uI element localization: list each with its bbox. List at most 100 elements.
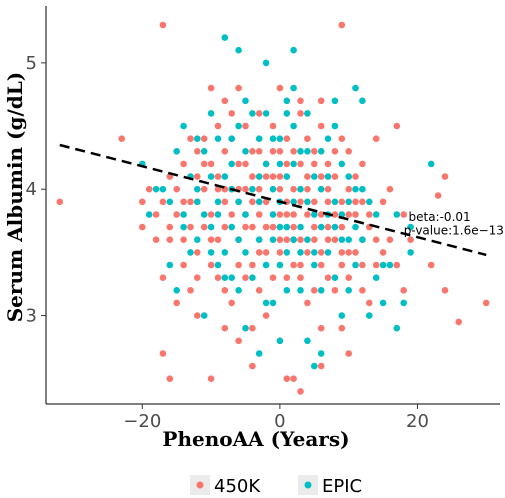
point-450k-144	[304, 249, 311, 256]
point-epic-40	[255, 236, 263, 243]
point-450k-129	[311, 148, 318, 155]
point-epic-94	[276, 223, 284, 231]
point-450k-32	[359, 287, 366, 294]
legend-key-dot	[196, 481, 204, 489]
point-450k-26	[297, 97, 304, 105]
x-tick-label-0: −20	[123, 411, 161, 432]
point-epic-38	[324, 249, 332, 256]
point-450k-111	[194, 173, 201, 180]
point-450k-160	[297, 236, 304, 243]
point-epic-109	[379, 261, 387, 269]
point-450k-15	[434, 192, 442, 199]
point-epic-128	[207, 110, 215, 117]
point-450k-141	[187, 135, 194, 142]
point-450k-56	[276, 249, 284, 256]
point-epic-99	[200, 211, 208, 218]
point-450k-79	[290, 185, 297, 193]
legend-key-dot	[304, 481, 312, 489]
point-450k-50	[352, 173, 359, 180]
point-epic-139	[352, 223, 359, 231]
point-450k-139	[317, 249, 325, 256]
point-epic-2	[290, 46, 297, 54]
point-450k-9	[297, 388, 304, 395]
point-450k-58	[317, 261, 325, 269]
point-450k-107	[228, 211, 235, 218]
point-450k-2	[56, 198, 64, 206]
point-450k-193	[249, 324, 256, 332]
y-axis-title: Serum Albumin (g/dL)	[3, 72, 27, 323]
y-tick-label-1: 4	[26, 179, 37, 200]
point-450k-25	[235, 84, 242, 92]
point-450k-171	[290, 261, 297, 269]
point-epic-59	[304, 198, 311, 206]
point-epic-92	[187, 249, 194, 256]
point-450k-94	[207, 261, 215, 269]
point-450k-72	[276, 211, 284, 218]
point-epic-91	[297, 148, 304, 155]
point-450k-187	[400, 211, 408, 218]
point-450k-39	[262, 312, 270, 319]
point-epic-70	[207, 173, 215, 180]
point-epic-48	[290, 122, 297, 130]
point-450k-112	[283, 274, 291, 282]
point-epic-32	[228, 160, 235, 168]
point-450k-21	[194, 312, 201, 319]
point-450k-181	[324, 223, 332, 231]
point-epic-96	[345, 287, 353, 294]
point-450k-14	[441, 173, 449, 180]
point-epic-108	[166, 198, 174, 206]
point-450k-196	[366, 299, 373, 307]
point-450k-154	[324, 160, 332, 168]
point-epic-95	[262, 110, 270, 117]
point-epic-62	[228, 223, 235, 231]
point-epic-18	[276, 337, 284, 345]
point-450k-84	[221, 198, 229, 206]
point-450k-76	[228, 299, 235, 307]
point-450k-174	[242, 160, 249, 168]
point-450k-83	[297, 261, 304, 269]
point-epic-69	[297, 249, 304, 256]
point-450k-158	[352, 198, 359, 206]
point-450k-0	[159, 21, 167, 29]
point-450k-40	[304, 299, 311, 307]
point-450k-98	[359, 160, 366, 168]
y-tick-label-0: 3	[26, 306, 37, 327]
point-epic-131	[283, 110, 291, 117]
point-epic-36	[297, 223, 304, 231]
point-450k-131	[214, 274, 222, 282]
point-epic-49	[200, 148, 208, 155]
point-450k-55	[200, 185, 208, 193]
point-epic-16	[338, 312, 346, 319]
point-450k-11	[345, 350, 353, 357]
point-450k-7	[249, 362, 256, 370]
point-epic-118	[324, 173, 332, 180]
point-450k-101	[214, 173, 222, 180]
point-450k-189	[393, 261, 401, 269]
point-450k-197	[187, 287, 194, 294]
point-epic-133	[173, 287, 180, 294]
point-epic-1	[262, 59, 270, 67]
point-450k-27	[139, 198, 146, 206]
point-450k-133	[345, 148, 353, 155]
x-axis-ticks: −20 0 20	[123, 404, 429, 432]
point-450k-24	[207, 84, 215, 92]
point-450k-73	[345, 185, 353, 193]
point-epic-137	[290, 236, 297, 243]
point-epic-136	[194, 185, 201, 193]
point-epic-20	[269, 299, 277, 307]
point-epic-63	[180, 211, 187, 218]
point-450k-123	[290, 211, 297, 218]
point-450k-53	[249, 198, 256, 206]
point-450k-163	[180, 198, 187, 206]
point-epic-45	[269, 185, 277, 193]
point-epic-57	[331, 274, 339, 282]
point-450k-121	[338, 198, 346, 206]
point-epic-112	[269, 135, 277, 142]
point-450k-45	[214, 236, 222, 243]
point-450k-199	[159, 274, 167, 282]
point-450k-150	[386, 236, 394, 243]
point-epic-76	[276, 261, 284, 269]
point-epic-60	[269, 236, 277, 243]
point-450k-169	[200, 160, 208, 168]
point-epic-14	[400, 299, 408, 307]
